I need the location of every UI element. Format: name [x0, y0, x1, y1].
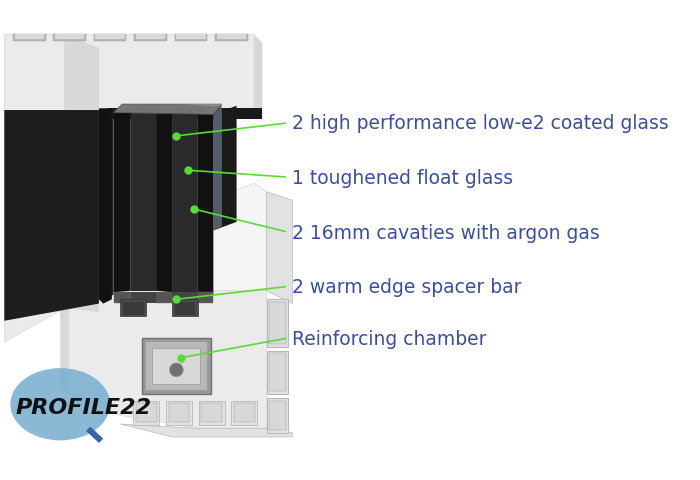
Polygon shape [53, 35, 86, 42]
Polygon shape [198, 115, 214, 295]
Polygon shape [176, 35, 206, 40]
Polygon shape [55, 35, 84, 40]
Polygon shape [99, 109, 112, 304]
Polygon shape [4, 111, 99, 321]
Polygon shape [214, 107, 222, 231]
Polygon shape [267, 192, 293, 304]
Polygon shape [4, 35, 254, 109]
Bar [232, 401, 257, 425]
Bar [270, 354, 286, 392]
Bar [267, 300, 288, 347]
Polygon shape [131, 113, 157, 291]
Polygon shape [131, 105, 165, 113]
Polygon shape [94, 35, 127, 42]
Polygon shape [4, 35, 262, 115]
Bar [270, 302, 286, 344]
Polygon shape [215, 35, 248, 42]
Polygon shape [120, 424, 293, 437]
Polygon shape [99, 120, 113, 298]
Polygon shape [113, 293, 131, 303]
Polygon shape [69, 291, 267, 429]
Bar [166, 401, 192, 425]
Polygon shape [198, 107, 222, 115]
Bar [153, 348, 200, 384]
Polygon shape [120, 300, 146, 317]
Bar [270, 401, 286, 430]
Polygon shape [172, 105, 206, 115]
Text: Reinforcing chamber: Reinforcing chamber [293, 329, 487, 348]
Polygon shape [4, 35, 64, 343]
Polygon shape [108, 109, 262, 120]
Polygon shape [64, 35, 99, 312]
Bar [234, 404, 255, 422]
Text: 1 toughened float glass: 1 toughened float glass [293, 168, 514, 187]
Polygon shape [172, 300, 198, 317]
Polygon shape [15, 35, 44, 40]
Bar [136, 404, 157, 422]
Bar [199, 401, 225, 425]
Polygon shape [157, 113, 172, 293]
Ellipse shape [10, 368, 110, 441]
Polygon shape [60, 252, 69, 394]
Bar [133, 401, 159, 425]
Polygon shape [134, 35, 167, 42]
Bar [142, 338, 211, 394]
Polygon shape [174, 302, 195, 315]
Bar [146, 342, 207, 391]
Bar [169, 404, 189, 422]
Text: 2 high performance low-e2 coated glass: 2 high performance low-e2 coated glass [293, 114, 669, 133]
Polygon shape [157, 105, 181, 113]
Bar [267, 351, 288, 394]
Polygon shape [113, 105, 222, 115]
Polygon shape [13, 35, 46, 42]
Polygon shape [174, 35, 207, 42]
Polygon shape [136, 35, 165, 40]
Circle shape [169, 363, 183, 377]
Polygon shape [214, 107, 237, 231]
Polygon shape [113, 113, 131, 293]
Polygon shape [86, 427, 103, 443]
Polygon shape [172, 293, 198, 303]
Polygon shape [95, 35, 125, 40]
Polygon shape [198, 293, 214, 303]
Text: PROFILE22: PROFILE22 [15, 397, 152, 417]
Polygon shape [217, 35, 246, 40]
Bar [202, 404, 222, 422]
Polygon shape [157, 293, 172, 303]
Text: 2 warm edge spacer bar: 2 warm edge spacer bar [293, 277, 522, 296]
Polygon shape [123, 302, 144, 315]
Polygon shape [113, 105, 139, 113]
Text: 2 16mm cavaties with argon gas: 2 16mm cavaties with argon gas [293, 223, 600, 242]
Polygon shape [172, 113, 198, 293]
Polygon shape [131, 293, 157, 303]
Polygon shape [69, 184, 267, 291]
Bar [267, 398, 288, 433]
